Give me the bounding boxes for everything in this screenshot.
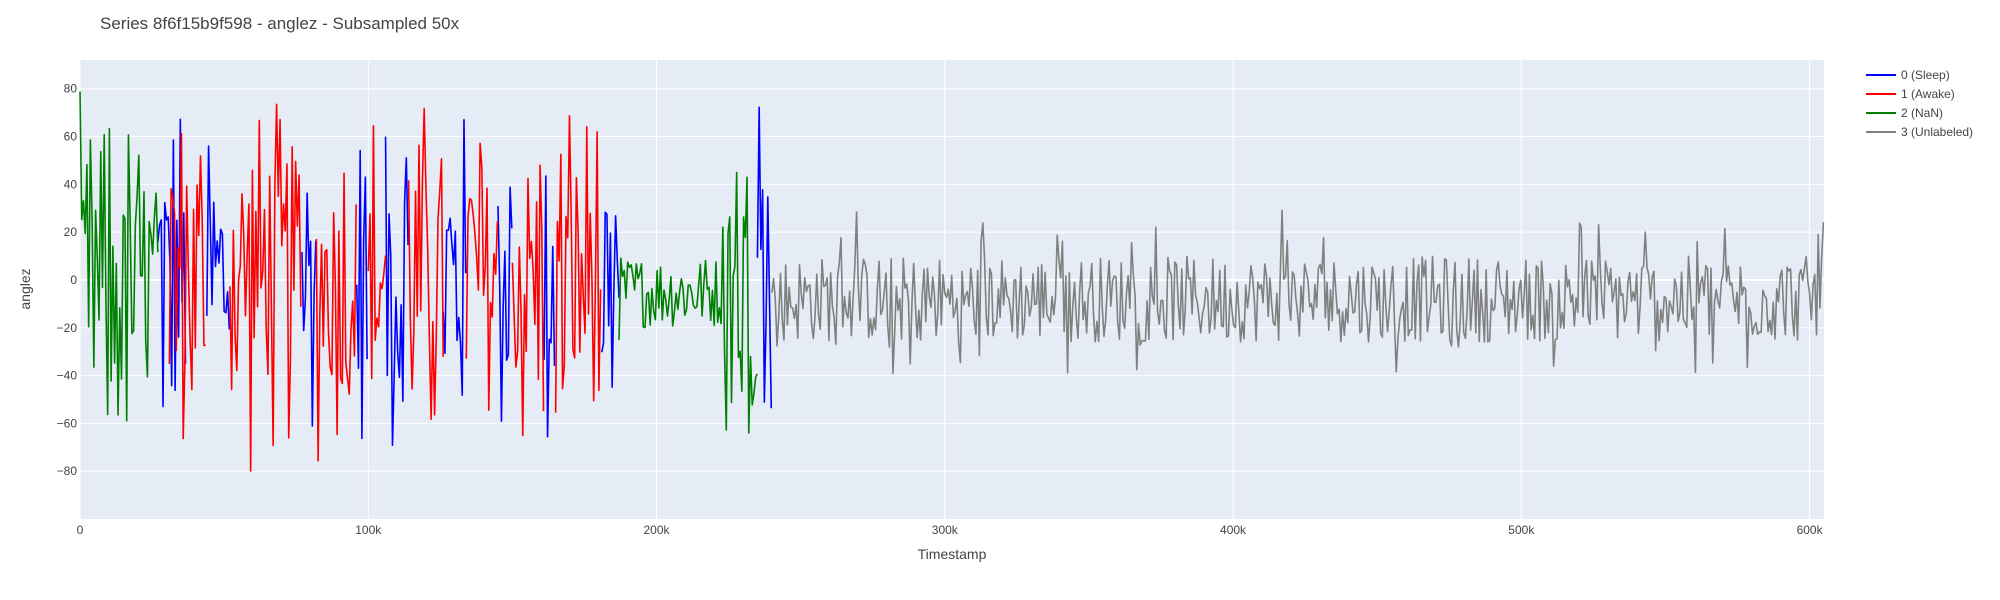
legend-item[interactable]: 3 (Unlabeled) [1866, 125, 1973, 139]
series-line [554, 115, 602, 413]
x-tick-label: 500k [1508, 523, 1535, 537]
legend-item[interactable]: 2 (NaN) [1866, 106, 1943, 120]
y-tick-label: −60 [57, 416, 78, 430]
y-axis-title: anglez [17, 268, 33, 309]
x-tick-label: 100k [355, 523, 382, 537]
series-line [301, 192, 317, 427]
series-line [384, 136, 409, 447]
y-tick-label: 80 [64, 82, 78, 96]
x-tick-label: 0 [77, 523, 84, 537]
series-layer [79, 91, 1825, 472]
series-line [367, 124, 387, 380]
series-line [600, 211, 620, 388]
y-tick-label: 40 [64, 177, 78, 191]
series-line [355, 149, 368, 440]
legend-label: 1 (Awake) [1901, 87, 1955, 101]
y-tick-label: −20 [57, 321, 78, 335]
y-tick-label: −80 [57, 464, 78, 478]
x-tick-label: 600k [1797, 523, 1824, 537]
legend-item[interactable]: 1 (Awake) [1866, 87, 1955, 101]
legend-label: 2 (NaN) [1901, 106, 1943, 120]
series-line [168, 132, 206, 440]
series-line [771, 209, 1825, 375]
x-tick-label: 300k [932, 523, 959, 537]
series-2 [79, 91, 759, 434]
x-tick-label: 400k [1220, 523, 1247, 537]
series-line [407, 107, 445, 421]
series-line [756, 106, 773, 409]
chart-title: Series 8f6f15b9f598 - anglez - Subsample… [100, 14, 460, 33]
series-line [79, 91, 159, 422]
series-line [315, 172, 357, 462]
legend-item[interactable]: 0 (Sleep) [1866, 68, 1950, 82]
legend: 0 (Sleep) 1 (Awake) 2 (NaN) 3 (Unlabeled) [1866, 68, 1973, 139]
series-line [206, 145, 231, 330]
series-line [465, 142, 499, 411]
y-tick-label: 0 [70, 273, 77, 287]
series-line [229, 103, 302, 472]
y-tick-labels: −80 −60 −40 −20 0 20 40 60 80 [57, 82, 78, 479]
series-line [497, 186, 513, 422]
x-tick-label: 200k [644, 523, 671, 537]
y-tick-label: 20 [64, 225, 78, 239]
series-0 [157, 106, 773, 447]
y-tick-label: −40 [57, 369, 78, 383]
legend-label: 3 (Unlabeled) [1901, 125, 1973, 139]
series-line [442, 118, 467, 396]
y-tick-label: 60 [64, 130, 78, 144]
series-line [618, 171, 759, 434]
series-3 [771, 209, 1825, 375]
series-line [511, 164, 545, 437]
series-line [543, 175, 556, 438]
x-axis-title: Timestamp [918, 546, 987, 562]
series-1 [168, 103, 602, 472]
legend-label: 0 (Sleep) [1901, 68, 1950, 82]
x-tick-labels: 0 100k 200k 300k 400k 500k 600k [77, 523, 1824, 537]
